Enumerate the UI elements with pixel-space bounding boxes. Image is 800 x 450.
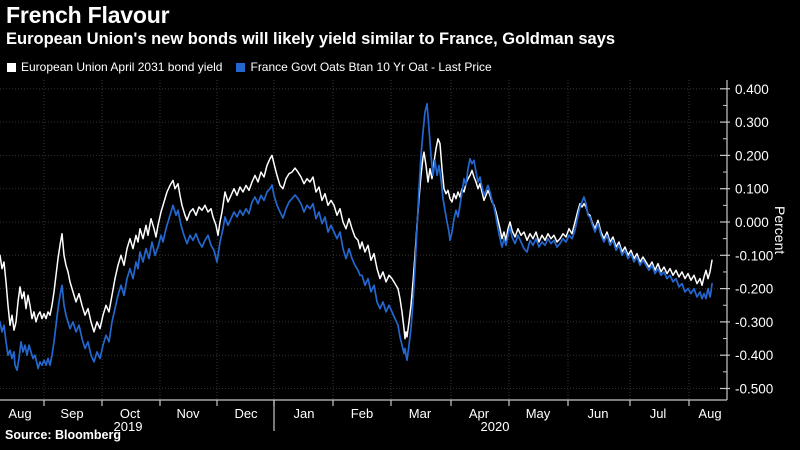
chart-legend: European Union April 2031 bond yield Fra…	[7, 60, 492, 74]
x-month-label: Jul	[650, 406, 667, 421]
legend-label-eu: European Union April 2031 bond yield	[21, 60, 223, 74]
chart-title: French Flavour	[6, 2, 170, 28]
chart-subtitle: European Union's new bonds will likely y…	[6, 30, 616, 48]
y-tick-label: 0.000	[735, 215, 769, 230]
x-month-label: Oct	[120, 406, 141, 421]
y-tick-label: 0.100	[735, 182, 769, 197]
legend-item-france: France Govt Oats Btan 10 Yr Oat - Last P…	[236, 60, 492, 74]
y-tick-label: 0.400	[735, 82, 769, 97]
y-tick-label: -0.500	[735, 382, 773, 397]
x-month-label: Nov	[176, 406, 200, 421]
source-label: Source: Bloomberg	[5, 428, 121, 442]
x-month-label: Aug	[698, 406, 721, 421]
x-month-label: Aug	[8, 406, 31, 421]
x-year-label: 2019	[114, 419, 143, 434]
x-year-label: 2020	[481, 419, 510, 434]
x-month-label: Sep	[60, 406, 83, 421]
y-tick-label: 0.300	[735, 115, 769, 130]
y-tick-label: -0.300	[735, 315, 773, 330]
x-month-label: Mar	[409, 406, 432, 421]
x-month-label: Feb	[351, 406, 373, 421]
x-month-label: Apr	[469, 406, 490, 421]
series-line-eu	[0, 138, 713, 340]
x-month-label: Dec	[234, 406, 258, 421]
series-line-france	[0, 102, 713, 372]
legend-item-eu: European Union April 2031 bond yield	[7, 60, 222, 74]
x-month-label: Jun	[588, 406, 609, 421]
y-tick-label: 0.200	[735, 148, 769, 163]
legend-swatch-france-icon	[236, 62, 246, 72]
legend-swatch-eu-icon	[7, 62, 16, 72]
y-tick-label: -0.400	[735, 348, 773, 363]
y-axis-title: Percent	[772, 206, 788, 255]
x-month-label: May	[526, 406, 551, 421]
x-month-label: Jan	[294, 406, 315, 421]
legend-label-france: France Govt Oats Btan 10 Yr Oat - Last P…	[250, 60, 492, 74]
y-tick-label: -0.100	[735, 248, 773, 263]
y-tick-label: -0.200	[735, 282, 773, 297]
